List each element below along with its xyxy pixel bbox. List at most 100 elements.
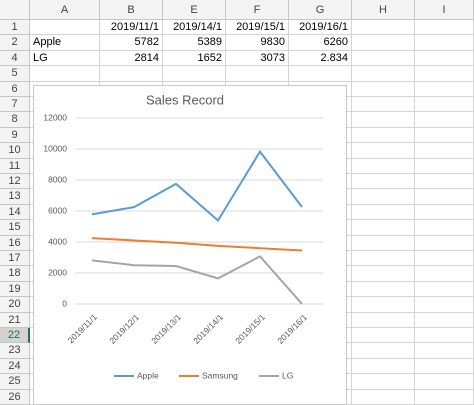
cell[interactable] (415, 143, 474, 159)
cell[interactable] (352, 266, 415, 282)
row-header[interactable]: 19 (0, 281, 30, 298)
row-header[interactable]: 1 (0, 20, 30, 36)
cell[interactable] (289, 66, 352, 82)
cell[interactable] (352, 220, 415, 236)
cell[interactable] (163, 66, 226, 82)
cell[interactable] (352, 389, 415, 405)
cell[interactable] (352, 343, 415, 359)
cell[interactable] (415, 204, 474, 221)
row-header[interactable]: 2 (0, 35, 30, 51)
cell[interactable] (415, 97, 474, 113)
row-header[interactable]: 26 (0, 389, 30, 405)
cell[interactable] (352, 20, 415, 36)
corner[interactable] (0, 0, 30, 20)
cell[interactable] (352, 81, 415, 97)
column-header[interactable]: I (415, 0, 474, 20)
row-header[interactable]: 17 (0, 251, 30, 267)
cell[interactable] (415, 235, 474, 251)
cell[interactable] (352, 189, 415, 205)
row-header[interactable]: 16 (0, 235, 30, 251)
cell[interactable] (415, 66, 474, 82)
cell[interactable] (352, 235, 415, 251)
cell[interactable]: 2.834 (289, 50, 352, 67)
cell[interactable] (352, 35, 415, 51)
cell[interactable] (415, 297, 474, 313)
row-header[interactable]: 13 (0, 189, 30, 205)
cell[interactable] (352, 204, 415, 221)
cell[interactable]: 5782 (100, 35, 163, 51)
row-header[interactable]: 24 (0, 358, 30, 375)
row-header[interactable]: 4 (0, 50, 30, 67)
row-header[interactable]: 5 (0, 66, 30, 82)
cell[interactable] (352, 328, 415, 344)
cell[interactable] (415, 251, 474, 267)
cell[interactable] (415, 281, 474, 298)
row-header[interactable]: 18 (0, 266, 30, 282)
cell[interactable] (415, 127, 474, 144)
cell[interactable] (100, 66, 163, 82)
cell[interactable] (352, 281, 415, 298)
cell[interactable] (415, 174, 474, 190)
cell[interactable] (352, 174, 415, 190)
cell[interactable] (415, 189, 474, 205)
cell[interactable] (415, 112, 474, 128)
cell[interactable]: 2019/16/1 (289, 20, 352, 36)
row-header[interactable]: 15 (0, 220, 30, 236)
row-header[interactable]: 12 (0, 174, 30, 190)
cell[interactable]: 6260 (289, 35, 352, 51)
row-header[interactable]: 10 (0, 143, 30, 159)
cell[interactable] (415, 328, 474, 344)
cell[interactable]: 2814 (100, 50, 163, 67)
row-header[interactable]: 23 (0, 343, 30, 359)
column-header[interactable]: F (226, 0, 289, 20)
cell[interactable]: LG (30, 50, 100, 67)
cell[interactable] (352, 50, 415, 67)
cell[interactable] (415, 158, 474, 174)
cell[interactable] (415, 50, 474, 67)
cell[interactable]: 3073 (226, 50, 289, 67)
row-header[interactable]: 9 (0, 127, 30, 144)
cell[interactable] (415, 81, 474, 97)
cell[interactable] (30, 20, 100, 36)
cell[interactable] (226, 66, 289, 82)
row-header[interactable]: 11 (0, 158, 30, 174)
cell[interactable] (30, 66, 100, 82)
cell[interactable] (415, 220, 474, 236)
cell[interactable] (352, 251, 415, 267)
cell[interactable] (415, 374, 474, 390)
cell[interactable] (415, 389, 474, 405)
cell[interactable] (352, 143, 415, 159)
column-header[interactable]: A (30, 0, 100, 20)
cell[interactable] (415, 358, 474, 375)
cell[interactable] (415, 266, 474, 282)
cell[interactable]: 9830 (226, 35, 289, 51)
cell[interactable] (415, 20, 474, 36)
row-header[interactable]: 21 (0, 312, 30, 328)
cell[interactable] (352, 66, 415, 82)
row-header[interactable]: 14 (0, 204, 30, 221)
row-header[interactable]: 20 (0, 297, 30, 313)
cell[interactable] (352, 127, 415, 144)
row-header[interactable]: 22 (0, 328, 30, 344)
cell[interactable] (352, 158, 415, 174)
cell[interactable] (415, 35, 474, 51)
cell[interactable] (352, 312, 415, 328)
cell[interactable]: Apple (30, 35, 100, 51)
row-header[interactable]: 25 (0, 374, 30, 390)
cell[interactable]: 5389 (163, 35, 226, 51)
column-header[interactable]: E (163, 0, 226, 20)
cell[interactable] (352, 97, 415, 113)
cell[interactable] (352, 374, 415, 390)
cell[interactable]: 2019/14/1 (163, 20, 226, 36)
cell[interactable] (415, 343, 474, 359)
cell[interactable]: 2019/15/1 (226, 20, 289, 36)
column-header[interactable]: H (352, 0, 415, 20)
cell[interactable] (352, 112, 415, 128)
row-header[interactable]: 7 (0, 97, 30, 113)
cell[interactable] (352, 358, 415, 375)
column-header[interactable]: B (100, 0, 163, 20)
row-header[interactable]: 8 (0, 112, 30, 128)
column-header[interactable]: G (289, 0, 352, 20)
cell[interactable]: 1652 (163, 50, 226, 67)
cell[interactable] (352, 297, 415, 313)
